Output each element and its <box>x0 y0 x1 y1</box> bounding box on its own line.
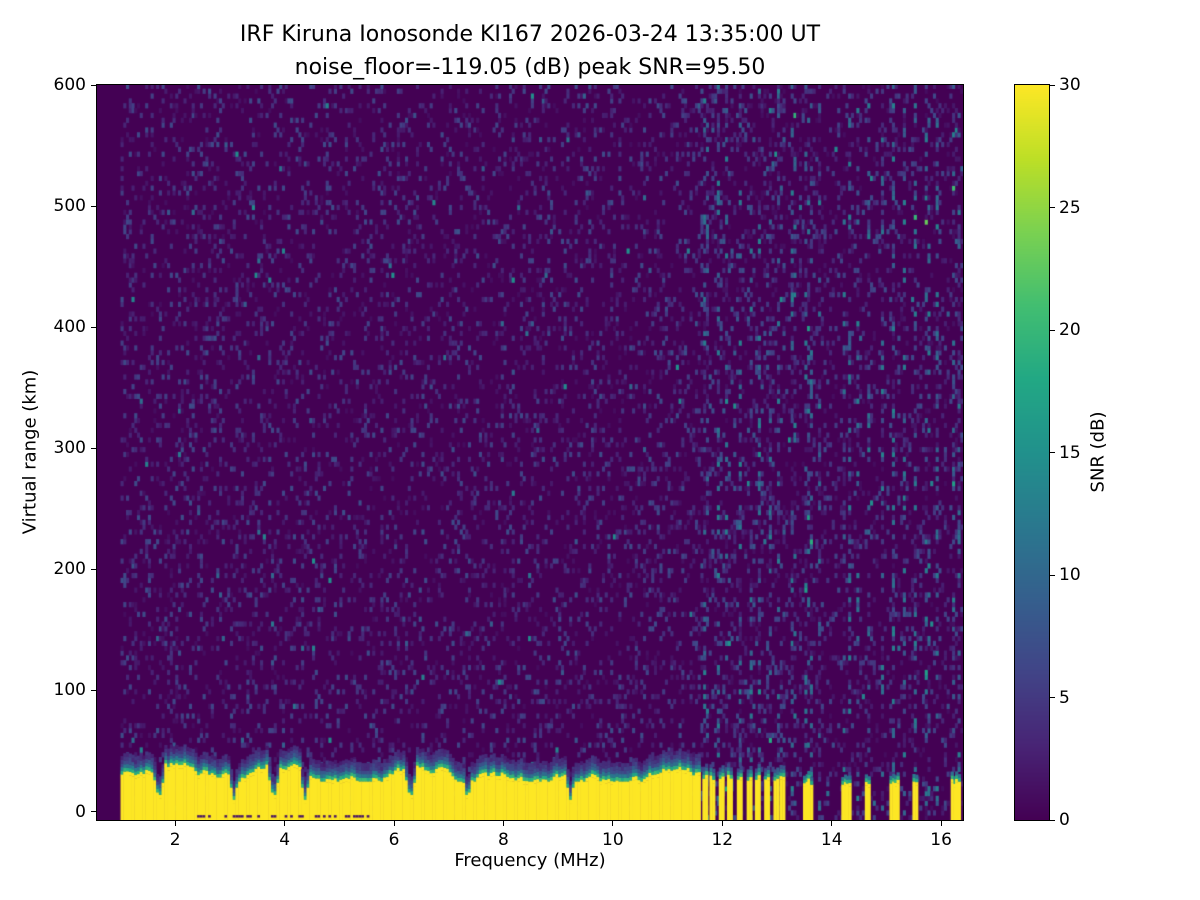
x-tick-label: 4 <box>279 830 291 850</box>
x-tick-label: 16 <box>930 830 952 850</box>
y-tick-mark <box>91 447 96 449</box>
y-tick-mark <box>91 205 96 207</box>
colorbar-tick-mark <box>1050 697 1055 698</box>
x-tick-label: 14 <box>820 830 843 850</box>
title-line-2: noise_floor=-119.05 (dB) peak SNR=95.50 <box>294 55 766 80</box>
y-tick-mark <box>91 326 96 328</box>
colorbar-tick-mark <box>1050 329 1055 331</box>
chart-title: IRF Kiruna Ionosonde KI167 2026-03-24 13… <box>240 18 820 84</box>
x-tick-mark <box>721 821 723 826</box>
y-tick-label: 300 <box>53 438 86 459</box>
y-tick-label: 400 <box>53 317 86 338</box>
plot-area <box>96 84 964 821</box>
y-tick-label: 600 <box>53 75 86 95</box>
colorbar-tick-label: 0 <box>1059 810 1070 830</box>
x-tick-label: 2 <box>169 830 181 850</box>
y-tick-label: 500 <box>53 196 86 217</box>
x-tick-label: 12 <box>711 830 734 850</box>
y-tick-mark <box>91 568 96 570</box>
y-tick-label: 200 <box>53 559 86 580</box>
colorbar-tick-label: 5 <box>1059 687 1070 708</box>
y-tick-mark <box>91 689 96 691</box>
colorbar-tick-mark <box>1050 574 1055 576</box>
x-tick-mark <box>393 821 395 826</box>
x-tick-mark <box>940 821 942 826</box>
x-tick-mark <box>502 821 504 826</box>
x-tick-mark <box>174 821 176 826</box>
colorbar-tick-mark <box>1050 819 1055 821</box>
y-tick-mark <box>91 811 96 813</box>
colorbar-tick-mark <box>1050 84 1055 86</box>
x-tick-label: 8 <box>498 830 509 850</box>
x-tick-mark <box>284 821 286 826</box>
colorbar-tick-label: 30 <box>1059 75 1081 95</box>
ionogram-heatmap <box>97 85 963 820</box>
colorbar <box>1014 84 1050 821</box>
y-tick-label: 0 <box>75 801 86 822</box>
x-axis-label: Frequency (MHz) <box>454 850 606 871</box>
title-line-1: IRF Kiruna Ionosonde KI167 2026-03-24 13… <box>239 22 821 47</box>
colorbar-tick-mark <box>1050 207 1055 208</box>
colorbar-tick-label: 15 <box>1059 442 1081 463</box>
y-tick-mark <box>91 84 96 86</box>
y-tick-label: 100 <box>53 680 86 701</box>
x-tick-label: 6 <box>388 830 400 850</box>
colorbar-tick-mark <box>1050 452 1055 453</box>
colorbar-label: SNR (dB) <box>1087 411 1109 493</box>
x-tick-label: 10 <box>602 830 624 850</box>
x-tick-mark <box>831 821 833 826</box>
colorbar-tick-label: 25 <box>1059 197 1081 218</box>
colorbar-tick-label: 10 <box>1059 565 1081 585</box>
colorbar-tick-label: 20 <box>1059 320 1081 340</box>
x-tick-mark <box>612 821 614 826</box>
colorbar-gradient <box>1015 85 1049 820</box>
